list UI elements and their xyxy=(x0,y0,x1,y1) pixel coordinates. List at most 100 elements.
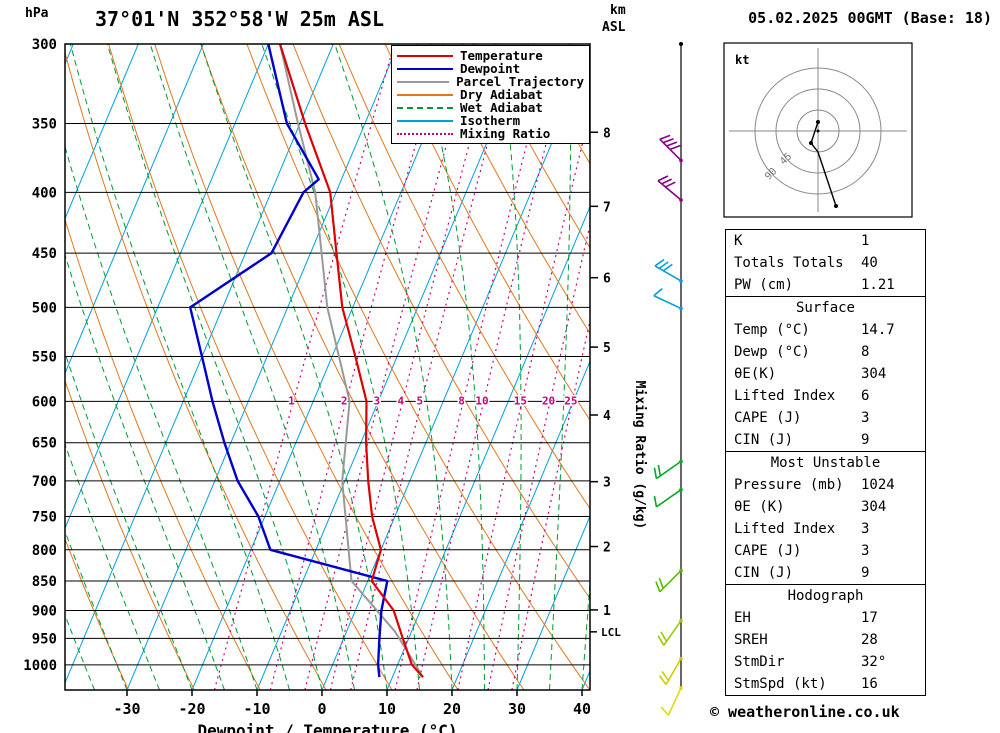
pressure-tick-label: 400 xyxy=(32,185,57,201)
table-row-value: 14.7 xyxy=(861,322,895,338)
mixing-ratio-label: 25 xyxy=(564,394,577,407)
wet-adiabat-line xyxy=(69,44,290,690)
table-row-label: θE (K) xyxy=(734,499,785,515)
hodograph-stats-title: Hodograph xyxy=(787,588,864,604)
table-row-label: Lifted Index xyxy=(734,388,836,404)
pressure-tick-label: 300 xyxy=(32,37,57,53)
legend-item-dry-adiabat: Dry Adiabat xyxy=(397,88,584,101)
table-row-value: 3 xyxy=(861,521,870,537)
table-row-value: 9 xyxy=(861,565,870,581)
pressure-tick-label: 700 xyxy=(32,474,57,490)
table-row-value: 3 xyxy=(861,543,870,559)
hodograph-trace-dot xyxy=(816,120,820,124)
table-row-label: StmDir xyxy=(734,654,785,670)
table-row-label: PW (cm) xyxy=(734,277,794,293)
table-row-value: 304 xyxy=(861,499,887,515)
legend-line-sample xyxy=(397,119,453,122)
wind-barb xyxy=(658,656,683,686)
mixing-ratio-label: 2 xyxy=(341,394,348,407)
table-row: Lifted Index 6 xyxy=(726,385,925,407)
height-axis-unit-km: km xyxy=(610,3,626,18)
mixing-ratio-label: 1 xyxy=(288,394,295,407)
mixing-ratio-line xyxy=(487,222,590,690)
legend-line-sample xyxy=(397,93,453,96)
table-row: CAPE (J) 3 xyxy=(726,407,925,429)
wet-adiabat-line xyxy=(0,44,62,690)
wet-adiabat-line xyxy=(65,613,95,690)
x-axis-label: Dewpoint / Temperature (°C) xyxy=(197,721,457,733)
mixing-ratio-line xyxy=(329,44,497,690)
wind-barb xyxy=(657,618,683,646)
legend-label: Isotherm xyxy=(460,113,521,128)
mixing-ratio-group xyxy=(213,44,590,690)
isotherm-line xyxy=(386,205,590,690)
table-row-value: 40 xyxy=(861,255,878,271)
km-tick-label: 2 xyxy=(603,541,611,556)
legend-label: Mixing Ratio xyxy=(460,126,551,141)
wind-barb xyxy=(653,288,683,311)
temperature-curve xyxy=(278,44,424,678)
isotherm-line xyxy=(65,44,269,530)
isotherm-line xyxy=(451,360,590,690)
table-row: Lifted Index 3 xyxy=(726,518,925,540)
pressure-tick-label: 950 xyxy=(32,631,57,647)
dry-adiabat-line xyxy=(108,44,393,690)
table-row: Pressure (mb) 1024 xyxy=(726,474,925,496)
dry-adiabat-line xyxy=(65,217,261,690)
mixing-ratio-label: 20 xyxy=(542,394,555,407)
isotherm-line xyxy=(256,44,529,690)
table-row-value: 1.21 xyxy=(861,277,895,293)
table-row-label: K xyxy=(734,233,743,249)
table-row: θE(K) 304 xyxy=(726,363,925,385)
isotherm-line xyxy=(65,44,204,375)
pressure-tick-label: 350 xyxy=(32,116,57,132)
isotherm-line xyxy=(126,44,399,690)
wet-adiabat-line xyxy=(0,44,30,690)
mixing-ratio-line xyxy=(457,109,590,690)
surface-table: Surface Temp (°C) 14.7 Dewp (°C) 8 θE(K) 304 L… xyxy=(725,296,926,452)
legend-label: Temperature xyxy=(460,48,543,63)
legend-label: Dry Adiabat xyxy=(460,87,543,102)
table-row: CAPE (J) 3 xyxy=(726,540,925,562)
isotherm-line xyxy=(65,44,334,685)
pressure-tick-label: 900 xyxy=(32,604,57,620)
mixing-ratio-label: 5 xyxy=(417,394,424,407)
wet-adiabats-group xyxy=(0,44,590,690)
table-row-label: EH xyxy=(734,610,751,626)
km-tick-label: 8 xyxy=(603,126,611,141)
hodograph-kt-label: kt xyxy=(735,53,749,67)
wet-adiabat-line xyxy=(65,442,160,690)
km-tick-label: 7 xyxy=(603,200,611,215)
pressure-tick-label: 800 xyxy=(32,543,57,559)
hodograph-trace xyxy=(810,121,837,207)
isotherm-line xyxy=(581,669,590,690)
table-row-value: 6 xyxy=(861,388,870,404)
mixing-ratio-line xyxy=(416,44,572,690)
wind-barb xyxy=(657,175,683,202)
temp-tick-label: -10 xyxy=(243,700,270,718)
skewt-chart: 3003504004505005506006507007508008509009… xyxy=(0,37,647,733)
indices-table: K 1 Totals Totals 40 PW (cm) 1.21 xyxy=(725,229,926,297)
legend-label: Wet Adiabat xyxy=(460,100,543,115)
mixing-ratio-line xyxy=(511,318,590,690)
legend-item-dewpoint: Dewpoint xyxy=(397,62,584,75)
table-row: CIN (J) 9 xyxy=(726,562,925,584)
table-row-value: 3 xyxy=(861,410,870,426)
mixing-ratio-label: 8 xyxy=(458,394,465,407)
pressure-tick-label: 850 xyxy=(32,574,57,590)
dry-adiabat-line xyxy=(384,44,590,422)
isotherms-group xyxy=(65,44,590,690)
table-row: PW (cm) 1.21 xyxy=(726,274,925,296)
table-row-label: Dewp (°C) xyxy=(734,344,810,360)
hodograph-trace-dot xyxy=(809,141,813,145)
wet-adiabat-line xyxy=(581,576,590,690)
pressure-tick-label: 750 xyxy=(32,509,57,525)
plot-border xyxy=(64,43,591,691)
chart-datetime: 05.02.2025 00GMT (Base: 18) xyxy=(748,9,992,27)
legend-line-sample xyxy=(397,67,453,70)
table-row: EH 17 xyxy=(726,607,925,629)
table-row-value: 1 xyxy=(861,233,870,249)
table-row: θE (K) 304 xyxy=(726,496,925,518)
most-unstable-table-title: Most Unstable xyxy=(770,455,881,471)
